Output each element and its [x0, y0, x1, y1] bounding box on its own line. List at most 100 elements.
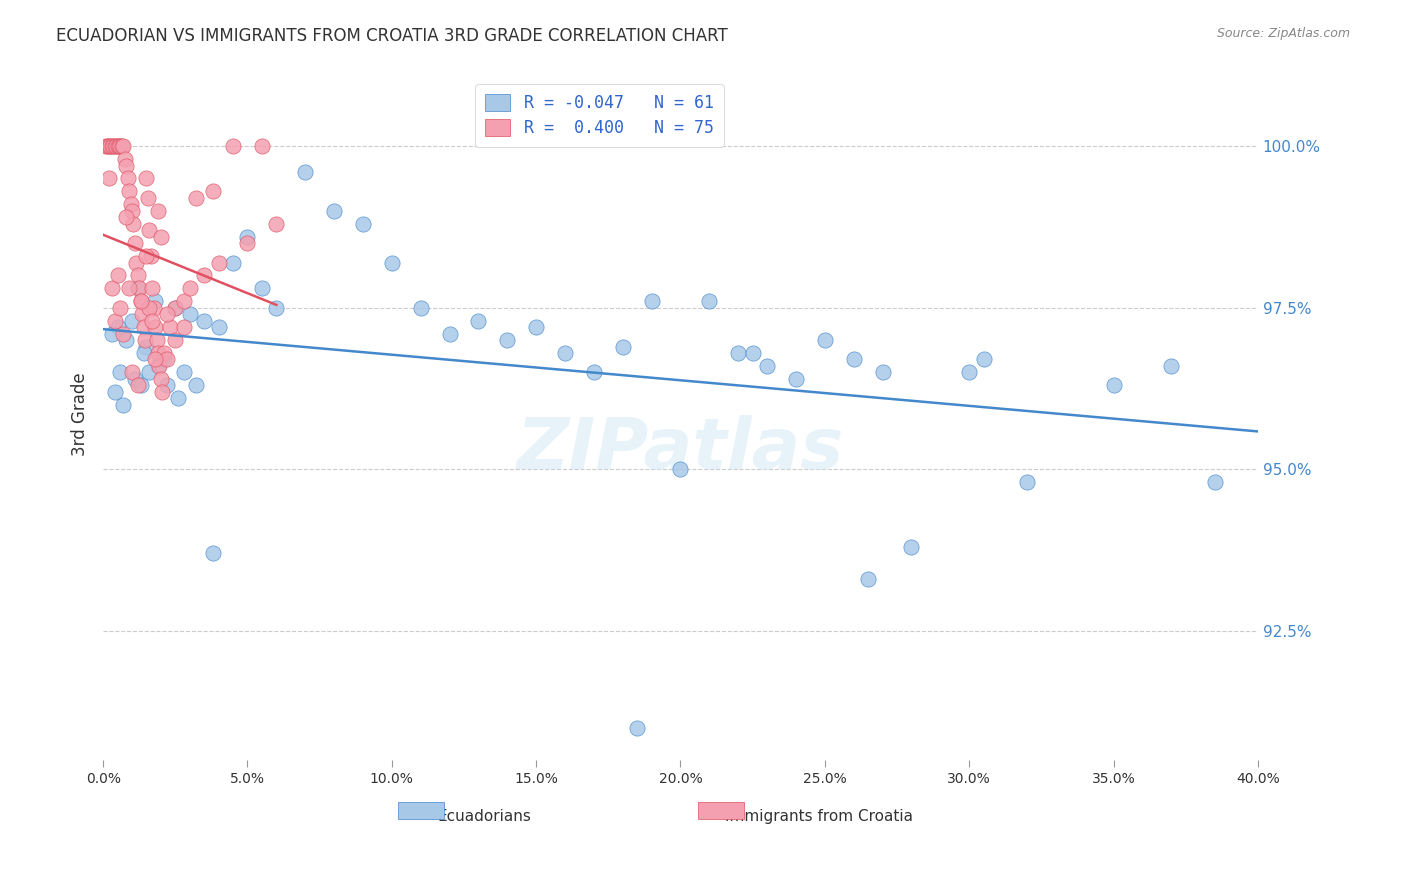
Point — [1160, 359, 1182, 373]
Point — [136, 191, 159, 205]
Point — [741, 346, 763, 360]
Point — [159, 320, 181, 334]
Point — [207, 255, 229, 269]
Point — [104, 139, 127, 153]
Point — [121, 203, 143, 218]
Point — [152, 346, 174, 360]
Point — [179, 307, 201, 321]
Point — [101, 326, 124, 341]
Point — [148, 359, 170, 373]
Point — [1204, 475, 1226, 490]
Point — [141, 281, 163, 295]
Point — [785, 372, 807, 386]
Point — [236, 236, 259, 251]
Point — [103, 139, 125, 153]
Point — [727, 346, 749, 360]
Point — [173, 366, 195, 380]
Point — [94, 139, 117, 153]
Point — [612, 340, 634, 354]
Point — [149, 372, 172, 386]
Point — [150, 384, 173, 399]
Point — [156, 352, 179, 367]
Point — [145, 333, 167, 347]
Point — [193, 268, 215, 283]
Point — [112, 139, 135, 153]
Point — [115, 333, 138, 347]
Text: Immigrants from Croatia: Immigrants from Croatia — [725, 809, 912, 824]
Point — [146, 359, 169, 373]
Text: Ecuadorians: Ecuadorians — [437, 809, 531, 824]
Point — [207, 320, 229, 334]
Point — [179, 281, 201, 295]
Point — [173, 294, 195, 309]
Point — [352, 217, 374, 231]
Point — [107, 139, 129, 153]
Point — [121, 314, 143, 328]
Point — [957, 366, 980, 380]
Point — [104, 314, 127, 328]
Point — [110, 366, 132, 380]
Point — [129, 378, 152, 392]
Text: ZIPatlas: ZIPatlas — [517, 415, 844, 483]
Point — [266, 301, 288, 315]
Point — [127, 378, 149, 392]
Point — [101, 139, 124, 153]
Point — [111, 139, 134, 153]
Point — [165, 333, 187, 347]
FancyBboxPatch shape — [398, 802, 444, 819]
Point — [167, 392, 190, 406]
Point — [122, 217, 145, 231]
Point — [124, 372, 146, 386]
Point — [165, 301, 187, 315]
Point — [142, 301, 165, 315]
Point — [582, 366, 605, 380]
Point — [128, 281, 150, 295]
Text: ECUADORIAN VS IMMIGRANTS FROM CROATIA 3RD GRADE CORRELATION CHART: ECUADORIAN VS IMMIGRANTS FROM CROATIA 3R… — [56, 27, 728, 45]
Point — [152, 352, 174, 367]
Point — [115, 159, 138, 173]
Point — [323, 203, 346, 218]
Point — [138, 223, 160, 237]
Point — [110, 301, 132, 315]
Point — [112, 326, 135, 341]
Point — [134, 333, 156, 347]
Point — [554, 346, 576, 360]
Point — [266, 217, 288, 231]
Point — [669, 462, 692, 476]
Point — [138, 301, 160, 315]
Point — [149, 352, 172, 367]
Point — [872, 366, 894, 380]
Point — [842, 352, 865, 367]
Point — [201, 546, 224, 560]
FancyBboxPatch shape — [697, 802, 744, 819]
Point — [640, 294, 662, 309]
Point — [138, 366, 160, 380]
Point — [135, 340, 157, 354]
Point — [118, 185, 141, 199]
Point — [149, 229, 172, 244]
Point — [184, 378, 207, 392]
Point — [524, 320, 547, 334]
Point — [381, 255, 404, 269]
Point — [132, 320, 155, 334]
Point — [127, 268, 149, 283]
Point — [236, 229, 259, 244]
Point — [104, 384, 127, 399]
Point — [108, 139, 131, 153]
Point — [117, 171, 139, 186]
Point — [141, 314, 163, 328]
Point — [127, 281, 149, 295]
Point — [143, 352, 166, 367]
Point — [97, 139, 120, 153]
Point — [114, 152, 136, 166]
Point — [250, 139, 273, 153]
Point — [222, 255, 245, 269]
Point — [193, 314, 215, 328]
Point — [439, 326, 461, 341]
Point — [201, 185, 224, 199]
Point — [98, 139, 121, 153]
Point — [96, 139, 118, 153]
Point — [112, 398, 135, 412]
Point — [165, 301, 187, 315]
Point — [121, 366, 143, 380]
